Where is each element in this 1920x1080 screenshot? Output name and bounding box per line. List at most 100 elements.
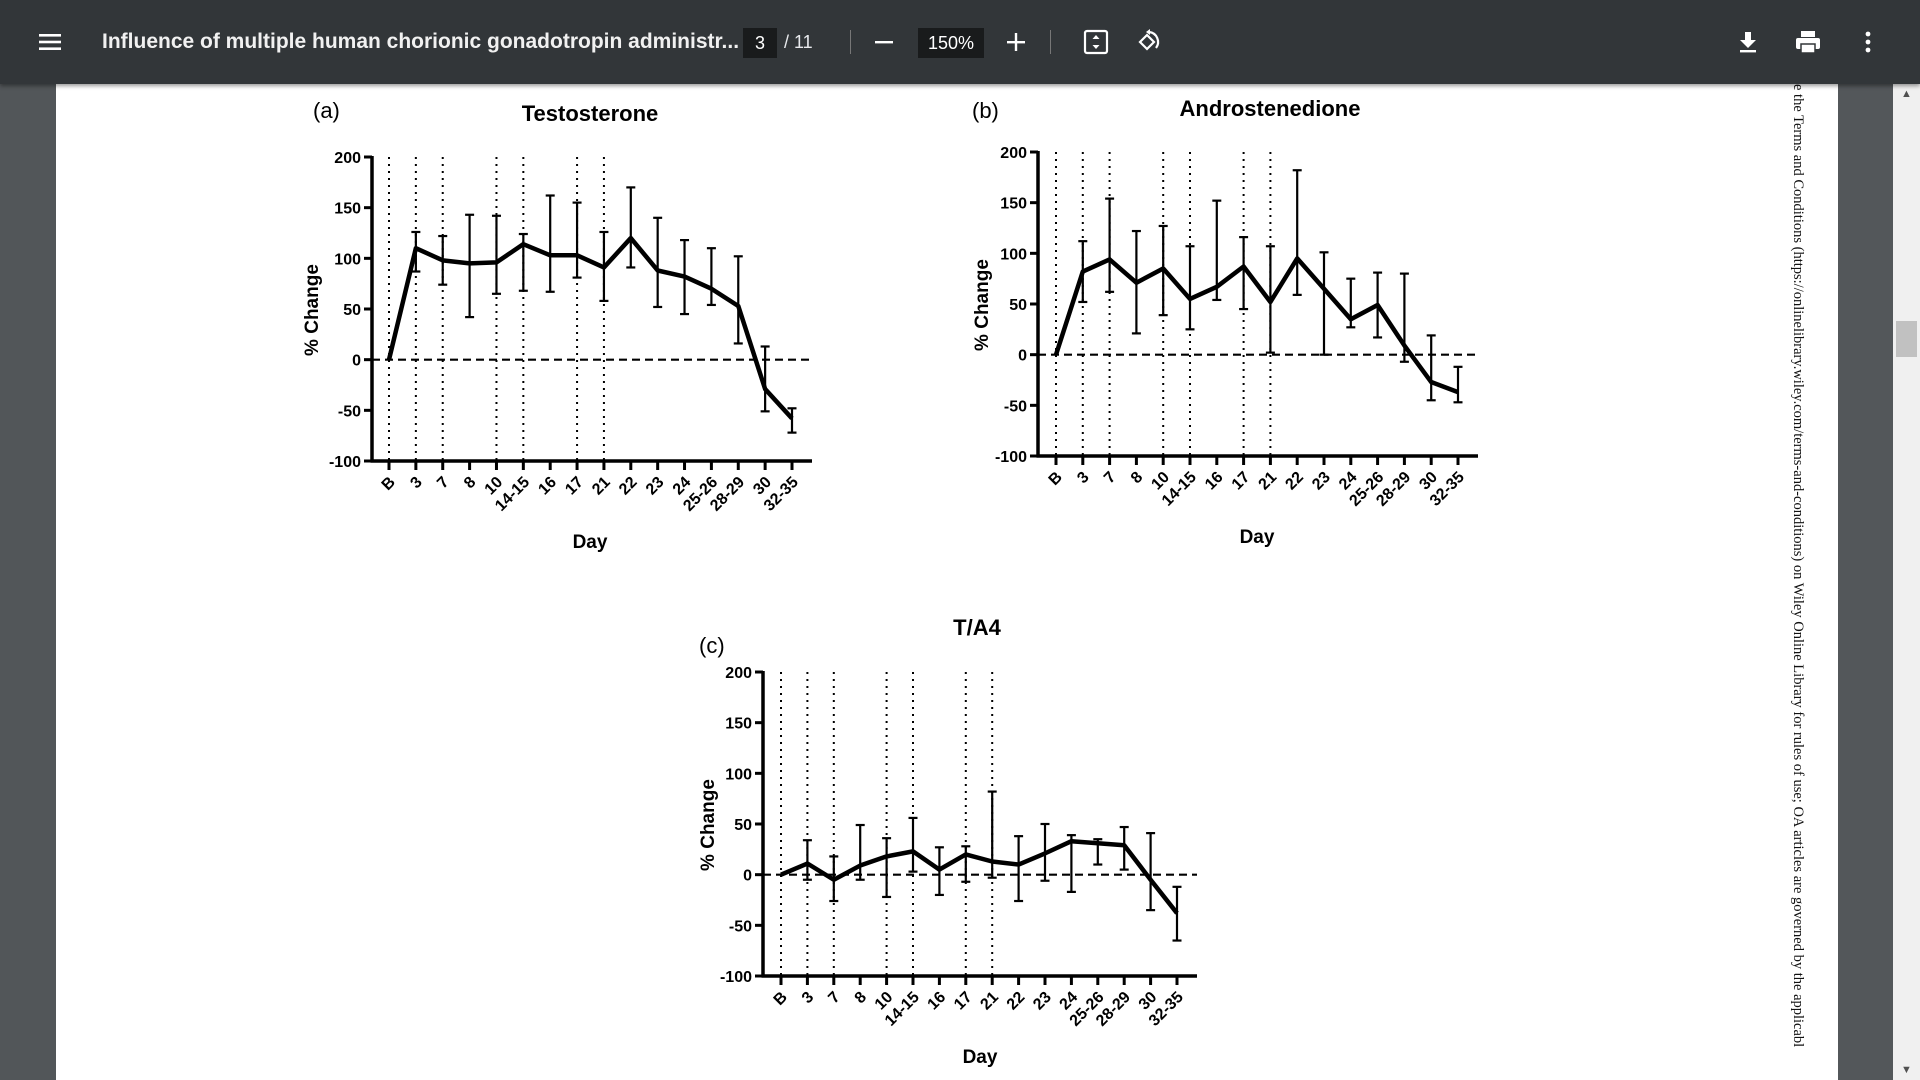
y-tick-label: 0 [352,353,361,370]
divider [1050,30,1051,54]
error-bar [572,201,582,279]
scroll-down-arrow-icon[interactable]: ▼ [1901,1064,1912,1076]
y-axis-label: % Change [698,779,719,871]
error-bar [1146,832,1156,912]
x-tick-label: 8 [852,989,870,1007]
error-bar [545,194,555,293]
x-tick-label: 7 [1101,469,1119,487]
error-bar [1066,834,1076,893]
document-title: Influence of multiple human chorionic go… [102,30,740,53]
zoom-out-icon[interactable] [864,0,904,84]
y-tick-label: 50 [1009,297,1027,314]
y-tick-label: -50 [1004,398,1027,415]
x-tick-label: 16 [925,989,950,1014]
x-tick-label: 22 [616,474,641,499]
panel-label: (b) [972,98,999,123]
pdf-page [56,84,1838,1080]
download-icon[interactable] [1728,0,1768,84]
zoom-level-input[interactable]: 150% [918,28,984,58]
y-tick-label: -50 [729,918,752,935]
page-gutter [1838,84,1893,1080]
divider [850,30,851,54]
x-tick-label: 8 [1128,469,1146,487]
x-tick-label: 3 [1074,469,1092,487]
error-bar [908,816,918,873]
y-tick-label: -100 [995,449,1027,466]
mean-line [780,838,1179,915]
x-tick-label: 22 [1282,469,1307,494]
y-tick-label: -100 [720,969,752,986]
error-bar [1185,245,1195,331]
x-tick-label: 21 [589,474,614,499]
error-bar [1239,236,1249,311]
y-tick-label: 100 [1000,246,1027,263]
x-tick-label: 22 [1004,989,1029,1014]
page-number-input[interactable]: 3 [743,28,777,58]
x-tick-label: 23 [643,474,668,499]
error-bar [760,345,770,413]
y-tick-label: 0 [1018,348,1027,365]
error-bar [626,186,636,269]
x-tick-label: 17 [1229,469,1254,494]
x-tick-label: 3 [799,989,817,1007]
x-tick-label: B [1046,469,1066,489]
x-tick-label: 16 [535,474,560,499]
chart-panel-c: T/A4 (c) % Change Day -100 -50 0 50 100 150 200 B 3 7… [698,615,1197,1068]
zoom-in-icon[interactable] [996,0,1036,84]
vertical-scrollbar[interactable]: ▲ ▼ [1893,84,1920,1080]
error-bar [987,790,997,879]
error-bar [855,823,865,881]
error-bar [1105,197,1115,293]
x-axis-label: Day [963,1047,998,1068]
error-bar [1014,835,1024,903]
y-tick-label: 50 [734,817,752,834]
panel-label: (c) [699,633,725,658]
x-tick-label: 23 [1309,469,1334,494]
x-tick-label: 8 [461,474,479,492]
x-tick-label: 7 [434,474,452,492]
pdf-toolbar: Influence of multiple human chorionic go… [0,0,1920,84]
x-tick-label: 16 [1202,469,1227,494]
mean-line [1053,256,1459,395]
error-bar [733,255,743,345]
error-bar [491,214,501,295]
y-tick-label: 200 [1000,145,1027,162]
y-tick-label: 150 [334,201,361,218]
mean-line [386,235,794,420]
y-axis-label: % Change [302,264,323,356]
x-tick-label: B [771,989,791,1009]
x-tick-label: B [379,474,399,494]
menu-icon[interactable] [30,0,70,84]
x-axis-label: Day [573,532,608,553]
error-bar [1292,169,1302,296]
chart-title: Androstenedione [1180,96,1361,121]
x-tick-label: 17 [951,989,976,1014]
print-icon[interactable] [1788,0,1828,84]
y-tick-label: 100 [725,766,752,783]
y-tick-label: 150 [1000,196,1027,213]
error-bar [802,839,812,881]
y-tick-label: -100 [329,454,361,471]
more-vert-icon[interactable] [1848,0,1888,84]
error-bar [961,845,971,883]
error-bar [787,407,797,434]
panel-label: (a) [313,98,340,123]
error-bar [1319,251,1329,356]
chart-title: T/A4 [953,615,1001,640]
fit-page-icon[interactable] [1076,0,1116,84]
y-tick-label: 200 [725,665,752,682]
scrollbar-thumb[interactable] [1896,321,1917,357]
x-tick-label: 21 [1256,469,1281,494]
x-tick-label: 3 [407,474,425,492]
x-axis-label: Day [1240,527,1275,548]
y-tick-label: 200 [334,150,361,167]
y-tick-label: 0 [743,868,752,885]
scroll-up-arrow-icon[interactable]: ▲ [1901,88,1912,100]
chart-title: Testosterone [522,101,659,126]
x-tick-label: 17 [562,474,587,499]
x-tick-label: 23 [1030,989,1055,1014]
y-tick-label: 100 [334,251,361,268]
error-bar [1212,199,1222,302]
rotate-icon[interactable] [1128,0,1168,84]
page-total: / 11 [784,31,813,52]
